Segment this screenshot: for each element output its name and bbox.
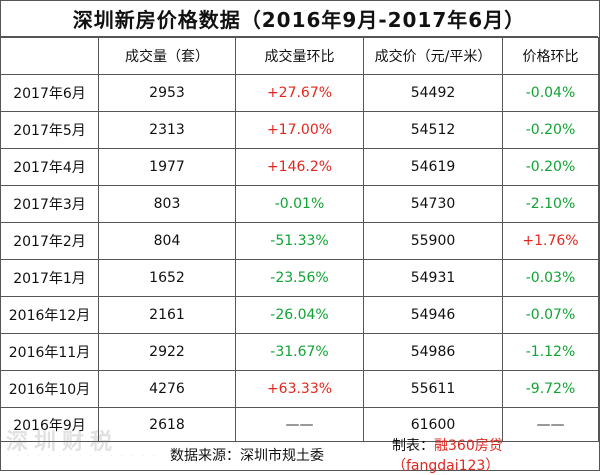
- cell-price-change: -0.07%: [502, 296, 599, 334]
- table-row: 2016年12月 2161 -26.04% 54946 -0.07%: [0, 296, 599, 334]
- table-row: 2017年5月 2313 +17.00% 54512 -0.20%: [0, 111, 599, 149]
- cell-volume-change: +27.67%: [235, 74, 364, 112]
- cell-volume-change: -0.01%: [235, 185, 364, 223]
- table-footer: 数据来源：深圳市规土委 制表：融360房贷 （fangdai123）: [0, 438, 598, 474]
- cell-price-change: -9.72%: [502, 370, 599, 408]
- header-price-change: 价格环比: [502, 37, 599, 75]
- table-row: 2017年6月 2953 +27.67% 54492 -0.04%: [0, 74, 599, 112]
- cell-volume: 4276: [98, 370, 236, 408]
- cell-volume: 1652: [98, 259, 236, 297]
- cell-month: 2016年12月: [0, 296, 99, 334]
- table-row: 2016年9月 2618 —— 61600 ——: [0, 407, 599, 442]
- cell-volume: 2922: [98, 333, 236, 371]
- maker-brand: 融360房贷 （fangdai123）: [392, 438, 503, 474]
- cell-volume-change: -23.56%: [235, 259, 364, 297]
- cell-price: 55900: [363, 222, 503, 260]
- table-row: 2017年3月 803 -0.01% 54730 -2.10%: [0, 185, 599, 223]
- maker-brand-name: 融360房贷: [434, 437, 503, 454]
- cell-price: 61600: [363, 407, 503, 442]
- cell-price: 55611: [363, 370, 503, 408]
- cell-price: 54931: [363, 259, 503, 297]
- watermark-logo: 深圳财税: [6, 430, 119, 455]
- cell-volume: 2618: [98, 407, 236, 442]
- cell-price: 54492: [363, 74, 503, 112]
- cell-price: 54946: [363, 296, 503, 334]
- table-row: 2016年10月 4276 +63.33% 55611 -9.72%: [0, 370, 599, 408]
- cell-volume-change: -51.33%: [235, 222, 364, 260]
- cell-volume-change: +17.00%: [235, 111, 364, 149]
- cell-volume: 804: [98, 222, 236, 260]
- cell-month: 2017年5月: [0, 111, 99, 149]
- page-title: 深圳新房价格数据（2016年9月-2017年6月）: [0, 0, 598, 37]
- header-month: [0, 37, 99, 75]
- cell-price: 54512: [363, 111, 503, 149]
- maker-label: 制表：: [392, 437, 434, 454]
- watermark-subtext: · · · · · · · · · · · · · · ·: [6, 452, 158, 460]
- cell-month: 2017年6月: [0, 74, 99, 112]
- cell-price-change: -0.04%: [502, 74, 599, 112]
- data-source: 数据来源：深圳市规土委: [170, 447, 324, 464]
- cell-month: 2017年4月: [0, 148, 99, 186]
- maker-handle: （fangdai123）: [392, 457, 500, 474]
- cell-price-change: -0.20%: [502, 111, 599, 149]
- cell-volume-change: +63.33%: [235, 370, 364, 408]
- cell-month: 2016年11月: [0, 333, 99, 371]
- header-volume: 成交量（套）: [98, 37, 236, 75]
- table-row: 2017年1月 1652 -23.56% 54931 -0.03%: [0, 259, 599, 297]
- cell-price-change: -1.12%: [502, 333, 599, 371]
- cell-volume: 2161: [98, 296, 236, 334]
- cell-volume: 1977: [98, 148, 236, 186]
- cell-price-change: -0.20%: [502, 148, 599, 186]
- table-row: 2016年11月 2922 -31.67% 54986 -1.12%: [0, 333, 599, 371]
- cell-price-change: +1.76%: [502, 222, 599, 260]
- cell-price-change: -0.03%: [502, 259, 599, 297]
- cell-price: 54986: [363, 333, 503, 371]
- cell-month: 2017年2月: [0, 222, 99, 260]
- table-row: 2017年2月 804 -51.33% 55900 +1.76%: [0, 222, 599, 260]
- cell-month: 2016年10月: [0, 370, 99, 408]
- cell-price: 54619: [363, 148, 503, 186]
- cell-month: 2017年1月: [0, 259, 99, 297]
- header-price: 成交价（元/平米）: [363, 37, 503, 75]
- cell-volume-change: ——: [235, 407, 364, 442]
- cell-month: 2016年9月: [0, 407, 99, 442]
- cell-volume: 2313: [98, 111, 236, 149]
- cell-price: 54730: [363, 185, 503, 223]
- cell-volume: 803: [98, 185, 236, 223]
- price-data-table: 成交量（套） 成交量环比 成交价（元/平米） 价格环比 2017年6月 2953 +…: [0, 37, 599, 442]
- cell-volume-change: -26.04%: [235, 296, 364, 334]
- cell-volume-change: +146.2%: [235, 148, 364, 186]
- table-maker: 制表：融360房贷 （fangdai123）: [392, 435, 598, 475]
- cell-month: 2017年3月: [0, 185, 99, 223]
- table-row: 2017年4月 1977 +146.2% 54619 -0.20%: [0, 148, 599, 186]
- cell-volume-change: -31.67%: [235, 333, 364, 371]
- table-header-row: 成交量（套） 成交量环比 成交价（元/平米） 价格环比: [0, 37, 599, 75]
- cell-price-change: ——: [502, 407, 599, 442]
- cell-price-change: -2.10%: [502, 185, 599, 223]
- header-volume-change: 成交量环比: [235, 37, 364, 75]
- cell-volume: 2953: [98, 74, 236, 112]
